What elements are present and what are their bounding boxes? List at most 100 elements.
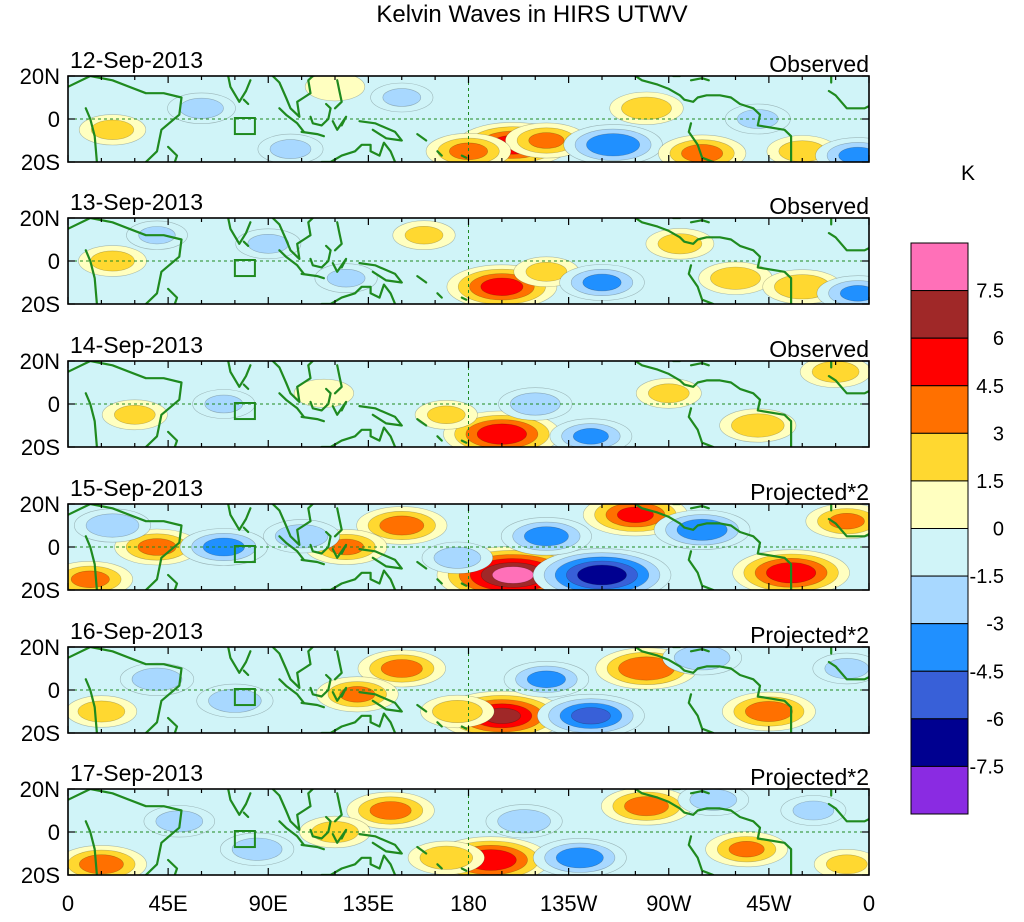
coastline bbox=[309, 673, 332, 698]
coastline bbox=[827, 660, 869, 681]
coastline bbox=[227, 218, 252, 245]
x-tick-label: 90E bbox=[249, 891, 288, 916]
coastline bbox=[460, 725, 468, 730]
anomaly-contour bbox=[85, 513, 140, 538]
anomaly-contour bbox=[70, 570, 110, 588]
anomaly-contour bbox=[586, 133, 641, 157]
anomaly-contour bbox=[839, 285, 869, 302]
anomaly-contour bbox=[621, 96, 672, 120]
colorbar-level-label: -7.5 bbox=[970, 756, 1004, 778]
anomaly-field bbox=[68, 789, 869, 875]
coastline bbox=[827, 232, 869, 252]
coastline bbox=[634, 789, 793, 875]
coastline bbox=[167, 287, 179, 304]
chart-title: Kelvin Waves in HIRS UTWV bbox=[376, 1, 687, 28]
coastline bbox=[300, 130, 325, 138]
coastline bbox=[320, 283, 397, 304]
panel-kind-label: Observed bbox=[769, 336, 869, 362]
coastline bbox=[242, 98, 250, 106]
anomaly-contour bbox=[269, 139, 312, 159]
y-tick-label: 20N bbox=[20, 777, 60, 802]
coastline bbox=[827, 89, 869, 110]
anomaly-contour bbox=[792, 800, 835, 821]
colorbar-level-label: 4.5 bbox=[976, 376, 1004, 398]
colorbar-level-label: 7.5 bbox=[976, 281, 1004, 303]
anomaly-contour bbox=[524, 526, 569, 547]
coastline bbox=[687, 835, 715, 875]
coastline bbox=[333, 650, 343, 681]
colorbar-swatch bbox=[910, 623, 969, 672]
anomaly-contour bbox=[432, 699, 483, 723]
map-panel: 20N 0 20S 12-Sep-2013 Observed bbox=[20, 47, 870, 175]
anomaly-contour bbox=[710, 266, 761, 290]
coastline bbox=[634, 647, 793, 733]
coastline bbox=[271, 218, 314, 260]
colorbar-level-label: 1.5 bbox=[976, 471, 1004, 493]
anomaly-contour bbox=[419, 845, 473, 870]
coastline bbox=[460, 867, 468, 872]
anomaly-contour bbox=[247, 234, 290, 254]
coastline bbox=[167, 858, 179, 875]
colorbar-level-label: -1.5 bbox=[970, 566, 1004, 588]
map-panel: 20N 0 20S 16-Sep-2013 Projected*2 bbox=[20, 618, 870, 746]
coastline bbox=[227, 504, 252, 531]
anomaly-contour bbox=[673, 647, 731, 671]
anomaly-contour bbox=[131, 667, 183, 691]
coastline bbox=[416, 560, 428, 570]
anomaly-contour bbox=[491, 566, 534, 584]
coastline bbox=[300, 272, 325, 280]
anomaly-contour bbox=[77, 700, 126, 723]
coastline bbox=[271, 76, 314, 118]
coastline bbox=[358, 548, 403, 570]
coastline bbox=[320, 426, 397, 447]
coastline bbox=[634, 76, 793, 162]
coastline bbox=[300, 701, 325, 709]
coastline bbox=[309, 102, 332, 127]
anomaly-contour bbox=[657, 233, 703, 255]
y-tick-label: 0 bbox=[48, 535, 60, 560]
y-tick-label: 20S bbox=[21, 292, 60, 317]
coastline bbox=[358, 405, 403, 427]
anomaly-contour bbox=[824, 658, 869, 679]
coastline bbox=[687, 122, 715, 162]
y-tick-label: 20N bbox=[20, 492, 60, 517]
y-tick-label: 20N bbox=[20, 206, 60, 231]
coastline bbox=[358, 120, 403, 142]
index-region-box bbox=[233, 830, 256, 849]
colorbar-level-label: 0 bbox=[993, 519, 1004, 541]
panel-kind-label: Projected*2 bbox=[750, 622, 869, 648]
anomaly-contour bbox=[304, 76, 366, 102]
index-region-box bbox=[233, 545, 256, 564]
coastline bbox=[227, 647, 252, 674]
coastline bbox=[167, 430, 179, 447]
coastline bbox=[271, 789, 314, 831]
coastline bbox=[300, 415, 325, 423]
y-tick-label: 0 bbox=[48, 678, 60, 703]
coastline bbox=[242, 526, 250, 534]
anomaly-contour bbox=[179, 97, 224, 119]
anomaly-contour bbox=[624, 796, 669, 817]
anomaly-contour bbox=[825, 854, 868, 875]
coastline bbox=[634, 504, 793, 590]
anomaly-contour bbox=[404, 226, 444, 245]
colorbar-swatch bbox=[910, 480, 969, 530]
coastline bbox=[416, 703, 428, 713]
map-panel: 20N 0 20S 14-Sep-2013 Observed bbox=[20, 332, 870, 460]
y-tick-label: 0 bbox=[48, 249, 60, 274]
coastline bbox=[320, 712, 397, 733]
anomaly-contour bbox=[231, 837, 283, 861]
colorbar-units-label: K bbox=[961, 162, 975, 185]
coastline bbox=[309, 244, 332, 269]
panel-date-label: 12-Sep-2013 bbox=[70, 47, 203, 73]
coastline bbox=[84, 535, 98, 590]
panel-date-label: 16-Sep-2013 bbox=[70, 618, 203, 644]
coastline bbox=[309, 530, 332, 555]
colorbar-swatch bbox=[910, 528, 969, 577]
coastline bbox=[242, 811, 250, 819]
coastline bbox=[271, 647, 314, 689]
y-tick-label: 0 bbox=[48, 107, 60, 132]
map-panel: 20N 0 20S 15-Sep-2013 Projected*2 bbox=[20, 475, 870, 603]
coastline bbox=[242, 240, 250, 247]
anomaly-contour bbox=[572, 428, 609, 445]
coastline bbox=[320, 569, 397, 590]
